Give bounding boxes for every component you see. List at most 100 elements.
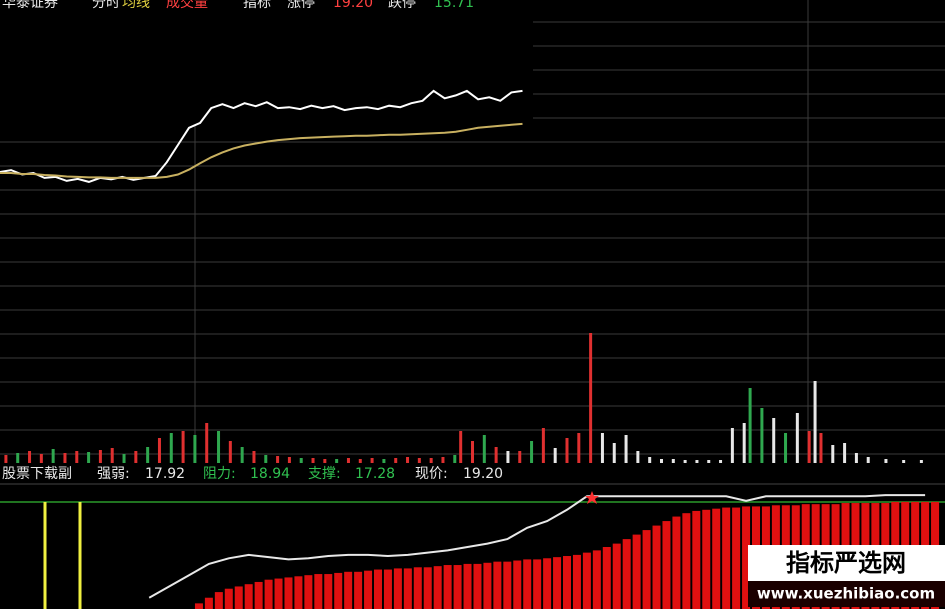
bar [304,575,313,609]
bar [459,431,463,463]
bar [323,459,327,463]
bar [565,438,569,463]
line [0,89,523,183]
watermark-band [748,581,945,607]
bar [423,567,432,609]
bar [553,557,562,609]
bar [274,578,283,609]
bar [240,447,244,463]
bar [533,559,542,609]
bar [406,457,410,463]
bar [324,574,333,609]
bar [75,451,79,463]
bar [374,569,382,609]
bar [660,459,663,463]
bar [884,459,888,463]
bar [146,447,150,463]
tab[interactable]: 指标 [243,0,271,11]
bar [553,448,557,463]
watermark-title: 指标严选网 [786,549,906,577]
bar [712,508,721,609]
bar [254,581,263,609]
bar [370,458,374,463]
bar [314,574,323,609]
bar [87,452,91,463]
bar [494,447,498,463]
bar [433,566,442,609]
bar [394,458,398,463]
bar [563,556,571,609]
price-panel-backdrop [0,0,533,125]
bar [854,453,858,463]
bar [624,435,628,463]
field-value: 18.94 [250,466,290,482]
bar [652,525,661,609]
bar [493,561,502,609]
bar [592,550,601,609]
bar [51,449,55,463]
bar [506,451,510,463]
bar [169,433,173,463]
bar [264,579,273,609]
bar [919,460,923,463]
bar [831,445,835,463]
field-value: 17.28 [355,466,395,482]
header: 华泰证券 分时 均线 成交量 指标 涨停 19.20 跌停 15.71 [2,0,474,11]
bar [902,460,906,463]
bar [572,554,581,609]
field-value: 19.20 [463,466,503,482]
bar [122,454,126,463]
bar [662,521,671,609]
bar [518,451,522,463]
bar [671,459,675,463]
bar [39,454,43,463]
bar [772,418,776,463]
bar [393,568,402,609]
bar [742,423,746,463]
bar [722,507,731,609]
bar [730,428,734,463]
bar [4,455,8,463]
bar [748,388,752,463]
bar [622,539,631,609]
bar [346,458,350,463]
tab[interactable]: 成交量 [166,0,208,11]
bar [429,458,433,463]
field-label: 阻力: [203,466,236,482]
bar [742,506,751,609]
bar [760,408,764,463]
bar [648,457,652,463]
bar [311,458,315,463]
bar [483,562,492,609]
bar [807,431,811,463]
bar [602,547,611,609]
tab[interactable]: 均线 [122,0,150,11]
bar [344,571,353,609]
bar [413,567,422,609]
bar [702,509,711,609]
bar [110,448,114,463]
bar [632,534,641,609]
bar [228,441,232,463]
line [148,494,926,599]
bar [589,333,593,463]
bar [866,457,870,463]
bar [443,565,452,609]
bar [383,569,392,609]
bar [194,603,203,609]
bar [453,455,457,463]
bar [244,584,253,609]
watermark-url: www.xuezhibiao.com [757,585,935,603]
bar [205,423,209,463]
bar [358,459,362,463]
watermark: 指标严选网 www.xuezhibiao.com [748,545,945,607]
limit-down: 15.71 [434,0,474,11]
bar [264,455,268,463]
bar [530,441,534,463]
tab[interactable]: 分时 [92,0,120,11]
bar [193,435,197,463]
bar [482,435,486,463]
bar [543,558,552,609]
bar [582,552,591,609]
limit-up-label: 涨停 [287,0,315,11]
